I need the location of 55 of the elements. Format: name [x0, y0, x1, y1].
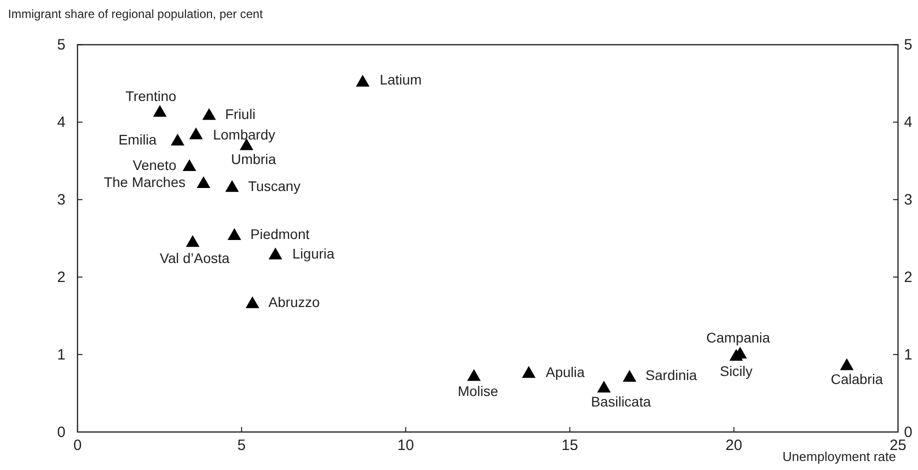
- annotation: Apulia: [546, 364, 585, 380]
- y-tick-label: 3: [57, 192, 66, 209]
- y2-tick-label: 5: [904, 36, 912, 54]
- annotation: Lombardy: [212, 126, 276, 142]
- annotation: Calabria: [830, 371, 884, 388]
- point: [246, 296, 260, 308]
- annotation: Veneto: [132, 157, 177, 174]
- annotation: Piedmont: [250, 226, 310, 242]
- annotation: Friuli: [225, 106, 256, 122]
- point: [622, 370, 636, 382]
- annotation: Val d’Aosta: [160, 250, 230, 266]
- annotation: Basilicata: [590, 394, 652, 410]
- x-tick-label: 20: [726, 437, 742, 454]
- annotation: Umbria: [230, 151, 276, 168]
- annotation: Molise: [458, 383, 498, 400]
- x-tick-label: 0: [73, 437, 82, 454]
- annotation: Abruzzo: [268, 294, 320, 310]
- annotation: Sardinia: [646, 366, 698, 383]
- point: [522, 366, 536, 378]
- x-tick-label: 10: [397, 437, 414, 454]
- annotation: Liguria: [292, 245, 335, 262]
- y2-tick-label: 4: [904, 114, 912, 132]
- point: [189, 127, 203, 140]
- y-axis-title: Immigrant share of regional population, per cent: [8, 7, 264, 21]
- annotation: Emilia: [118, 132, 157, 148]
- y2-tick-label: 1: [904, 346, 912, 364]
- x-tick-label: 15: [561, 437, 578, 454]
- point: [186, 235, 200, 247]
- y-tick-label: 1: [57, 346, 66, 364]
- y-tick-label: 2: [57, 269, 66, 286]
- annotation: Tuscany: [248, 178, 300, 194]
- point: [597, 380, 611, 393]
- point: [356, 74, 370, 87]
- annotation: Trentino: [125, 88, 177, 104]
- y2-tick-label: 3: [904, 192, 912, 209]
- point: [170, 134, 184, 146]
- x-tick-label: 5: [237, 437, 246, 454]
- point: [196, 176, 210, 188]
- point: [225, 180, 239, 192]
- annotation: Sicily: [720, 362, 753, 379]
- point: [153, 105, 167, 117]
- point: [840, 358, 854, 370]
- y-tick-label: 0: [57, 424, 66, 441]
- annotation: Latium: [380, 72, 422, 88]
- point: [467, 369, 481, 381]
- y2-tick-label: 2: [904, 269, 912, 286]
- point: [268, 248, 282, 260]
- y2-tick-label: 0: [904, 424, 912, 441]
- point: [182, 159, 196, 172]
- annotation: The Marches: [104, 174, 186, 190]
- point: [228, 228, 242, 240]
- y-tick-label: 4: [57, 114, 66, 132]
- annotation: Campania: [706, 330, 770, 346]
- y-tick-label: 5: [57, 36, 66, 54]
- point: [202, 108, 216, 120]
